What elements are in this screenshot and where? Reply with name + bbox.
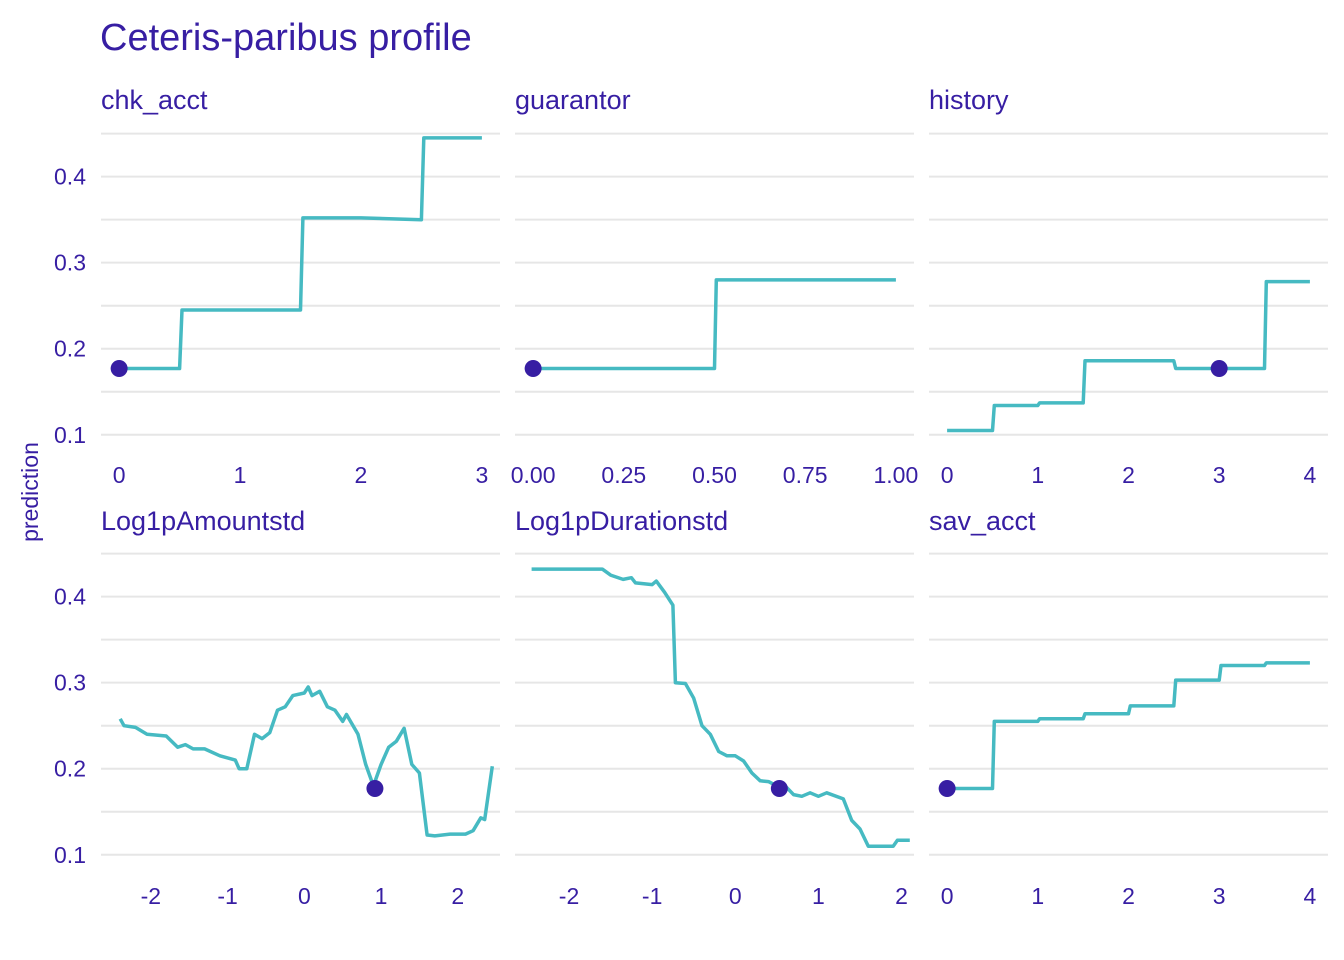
observation-point	[1210, 360, 1228, 378]
panel-title: history	[929, 85, 1009, 115]
x-tick-label: 0	[729, 883, 742, 909]
profile-line	[118, 685, 495, 838]
panel-log1pdurationstd: Log1pDurationstd -2 -1 0 1 2	[515, 506, 914, 909]
profile-line	[947, 279, 1310, 433]
x-tick-label: 1	[1031, 883, 1044, 909]
x-tick-label: 4	[1303, 462, 1316, 488]
panel-title: guarantor	[515, 85, 631, 115]
panel-title: Log1pAmountstd	[101, 506, 305, 536]
profile-line	[531, 567, 910, 848]
x-tick-label: 0	[298, 883, 311, 909]
observation-point	[938, 780, 956, 798]
y-tick-label: 0.2	[54, 336, 86, 362]
profile-line	[119, 136, 482, 371]
x-tick-label: 3	[475, 462, 488, 488]
chart-title: Ceteris-paribus profile	[100, 17, 472, 59]
y-tick-label: 0.3	[54, 250, 86, 276]
x-tick-label: 3	[1213, 462, 1226, 488]
x-tick-label: 0.25	[601, 462, 646, 488]
y-tick-label: 0.1	[54, 842, 86, 868]
x-tick-label: 1.00	[873, 462, 918, 488]
panel-title: chk_acct	[101, 85, 208, 115]
panel-guarantor: guarantor 0.00 0.25 0.50 0.75 1.00	[511, 85, 918, 488]
panels-group: chk_acct 0.1 0.2 0.3 0.4 0 1 2 3 guarantor 0.00 0.2…	[54, 85, 1328, 909]
profile-line	[533, 278, 896, 371]
x-tick-label: 2	[1122, 462, 1135, 488]
x-tick-label: 0	[941, 883, 954, 909]
y-tick-label: 0.2	[54, 756, 86, 782]
x-tick-label: 2	[895, 883, 908, 909]
x-tick-label: 1	[234, 462, 247, 488]
x-tick-label: -2	[559, 883, 579, 909]
observation-point	[366, 780, 384, 798]
panel-history: history 0 1 2 3 4	[929, 85, 1328, 488]
y-tick-label: 0.1	[54, 422, 86, 448]
x-tick-label: 1	[1031, 462, 1044, 488]
y-tick-label: 0.4	[54, 584, 86, 610]
observation-point	[524, 360, 542, 378]
x-tick-label: 1	[812, 883, 825, 909]
panel-log1pamountstd: Log1pAmountstd 0.1 0.2 0.3 0.4 -2 -1 0 1 2	[54, 506, 500, 909]
x-tick-label: -2	[141, 883, 161, 909]
x-tick-label: -1	[217, 883, 237, 909]
x-tick-label: -1	[642, 883, 662, 909]
y-tick-label: 0.4	[54, 164, 86, 190]
y-axis-label: prediction	[17, 442, 43, 542]
x-tick-label: 1	[375, 883, 388, 909]
x-tick-label: 3	[1213, 883, 1226, 909]
x-tick-label: 0.75	[783, 462, 828, 488]
panel-title: Log1pDurationstd	[515, 506, 728, 536]
x-tick-label: 4	[1303, 883, 1316, 909]
x-tick-label: 0.50	[692, 462, 737, 488]
x-tick-label: 0	[113, 462, 126, 488]
panel-chk_acct: chk_acct 0.1 0.2 0.3 0.4 0 1 2 3	[54, 85, 500, 488]
x-tick-label: 2	[451, 883, 464, 909]
x-tick-label: 0.00	[511, 462, 556, 488]
observation-point	[770, 780, 788, 798]
observation-point	[110, 360, 128, 378]
profile-line	[947, 661, 1310, 791]
panel-sav_acct: sav_acct 0 1 2 3 4	[929, 506, 1328, 909]
x-tick-label: 2	[355, 462, 368, 488]
x-tick-label: 0	[941, 462, 954, 488]
panel-title: sav_acct	[929, 506, 1036, 536]
y-tick-label: 0.3	[54, 670, 86, 696]
x-tick-label: 2	[1122, 883, 1135, 909]
